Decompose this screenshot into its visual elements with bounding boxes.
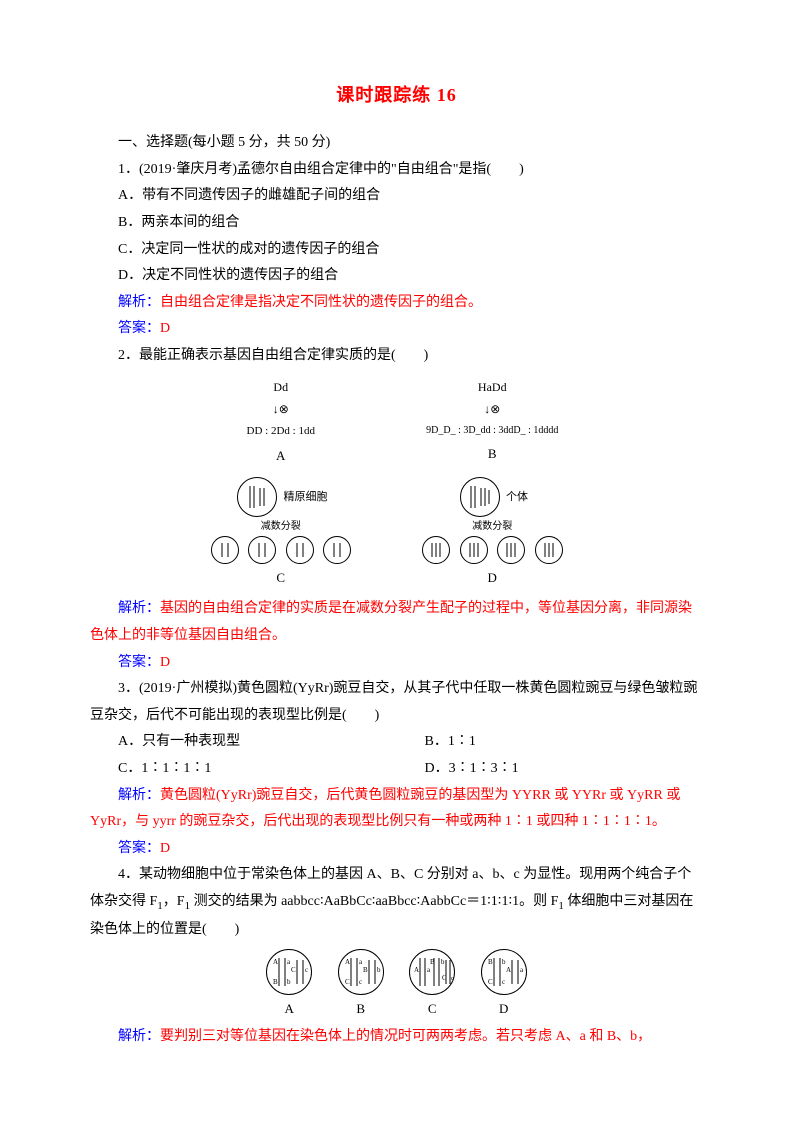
figA-line2: ↓⊗ xyxy=(201,398,361,421)
svg-text:C: C xyxy=(291,966,296,974)
q1-optB: B．两亲本间的组合 xyxy=(90,210,703,237)
figB-label: B xyxy=(392,442,592,467)
svg-text:c: c xyxy=(451,976,454,982)
svg-text:a: a xyxy=(427,966,431,974)
gamete-icon xyxy=(248,536,276,564)
svg-text:C: C xyxy=(442,974,447,982)
svg-text:b: b xyxy=(502,958,506,966)
svg-text:B: B xyxy=(273,978,278,986)
q1-optD: D．决定不同性状的遗传因子的组合 xyxy=(90,263,703,290)
svg-text:A: A xyxy=(273,958,278,966)
q4-stem-b: ，F xyxy=(163,894,185,909)
figC-label: C xyxy=(201,566,361,591)
figD-mid-text: 减数分裂 xyxy=(392,517,592,536)
gamete-icon xyxy=(211,536,239,564)
svg-text:A: A xyxy=(414,966,419,974)
q3-optB: B．1∶1 xyxy=(397,729,704,756)
q4-stem-c: 测交的结果为 aabbcc∶AaBbCc∶aaBbcc∶AabbCc＝1∶1∶1… xyxy=(190,894,558,909)
figA-line1: Dd xyxy=(201,376,361,399)
figC-top-text: 精原细胞 xyxy=(284,491,328,503)
q3-stem: 3．(2019·广州模拟)黄色圆粒(YyRr)豌豆自交，从其子代中任取一株黄色圆… xyxy=(90,676,703,729)
chromosome-diagram-icon: B C b c A a xyxy=(481,949,527,995)
answer-label: 答案： xyxy=(118,655,160,670)
figD-label: D xyxy=(392,566,592,591)
gamete-icon xyxy=(323,536,351,564)
figB-line3: 9D_D_ : 3D_dd : 3ddD_ : 1dddd xyxy=(392,421,592,440)
q2-analysis: 解析：基因的自由组合定律的实质是在减数分裂产生配子的过程中，等位基因分离，非同源… xyxy=(90,596,703,649)
q1-analysis: 解析：自由组合定律是指决定不同性状的遗传因子的组合。 xyxy=(90,290,703,317)
q4-fig-labelB: B xyxy=(335,997,387,1022)
q4-figure: AB ab C c A AC ac B b B xyxy=(90,949,703,1024)
analysis-label: 解析： xyxy=(118,1029,160,1044)
figA-label: A xyxy=(201,444,361,469)
gamete-icon xyxy=(497,536,525,564)
q3-optD: D．3∶1∶3∶1 xyxy=(397,756,704,783)
figA-line3: DD : 2Dd : 1dd xyxy=(201,421,361,442)
answer-label: 答案： xyxy=(118,321,160,336)
gamete-icon xyxy=(460,536,488,564)
svg-text:A: A xyxy=(506,966,511,974)
q4-analysis: 解析：要判别三对等位基因在染色体上的情况时可两两考虑。若只考虑 A、a 和 B、… xyxy=(90,1024,703,1051)
q4-fig-labelD: D xyxy=(478,997,530,1022)
q3-opts-row1: A．只有一种表现型 B．1∶1 xyxy=(90,729,703,756)
analysis-label: 解析： xyxy=(118,295,160,310)
chromosome-diagram-icon: A a B b C c xyxy=(409,949,455,995)
q3-analysis: 解析：黄色圆粒(YyRr)豌豆自交，后代黄色圆粒豌豆的基因型为 YYRR 或 Y… xyxy=(90,783,703,836)
q3-optA: A．只有一种表现型 xyxy=(90,729,397,756)
q4-stem: 4．某动物细胞中位于常染色体上的基因 A、B、C 分别对 a、b、c 为显性。现… xyxy=(90,862,703,943)
analysis-text: 基因的自由组合定律的实质是在减数分裂产生配子的过程中，等位基因分离，非同源染色体… xyxy=(90,601,692,643)
chromosome-diagram-icon: A B a b C c xyxy=(266,949,312,995)
cell-icon xyxy=(460,477,500,517)
q4-fig-labelA: A xyxy=(263,997,315,1022)
svg-text:B: B xyxy=(488,958,493,966)
analysis-text: 要判别三对等位基因在染色体上的情况时可两两考虑。若只考虑 A、a 和 B、b， xyxy=(160,1029,651,1044)
svg-text:C: C xyxy=(345,978,350,986)
analysis-text: 自由组合定律是指决定不同性状的遗传因子的组合。 xyxy=(160,295,482,310)
answer-value: D xyxy=(160,321,170,336)
answer-value: D xyxy=(160,841,170,856)
svg-text:a: a xyxy=(520,966,524,974)
q1-optC: C．决定同一性状的成对的遗传因子的组合 xyxy=(90,237,703,264)
analysis-label: 解析： xyxy=(118,601,160,616)
svg-text:C: C xyxy=(488,978,493,986)
svg-text:c: c xyxy=(359,978,362,986)
analysis-label: 解析： xyxy=(118,788,160,803)
q2-answer: 答案：D xyxy=(90,650,703,677)
analysis-text: 黄色圆粒(YyRr)豌豆自交，后代黄色圆粒豌豆的基因型为 YYRR 或 YYRr… xyxy=(90,788,680,830)
q1-optA: A．带有不同遗传因子的雌雄配子间的组合 xyxy=(90,183,703,210)
chromosome-diagram-icon: A C a c B b xyxy=(338,949,384,995)
svg-text:B: B xyxy=(363,966,368,974)
svg-text:b: b xyxy=(441,958,445,966)
q3-optC: C．1∶1∶1∶1 xyxy=(90,756,397,783)
page-title: 课时跟踪练 16 xyxy=(90,78,703,112)
svg-text:A: A xyxy=(345,958,350,966)
svg-text:c: c xyxy=(502,978,505,986)
q4-fig-labelC: C xyxy=(406,997,458,1022)
gamete-icon xyxy=(535,536,563,564)
gamete-icon xyxy=(422,536,450,564)
svg-text:c: c xyxy=(305,966,308,974)
worksheet-page: 课时跟踪练 16 一、选择题(每小题 5 分，共 50 分) 1．(2019·肇… xyxy=(0,0,793,1122)
svg-text:b: b xyxy=(377,966,381,974)
q3-opts-row2: C．1∶1∶1∶1 D．3∶1∶3∶1 xyxy=(90,756,703,783)
svg-text:B: B xyxy=(430,958,435,966)
figD-top-text: 个体 xyxy=(506,491,528,503)
figB-line2: ↓⊗ xyxy=(392,398,592,421)
q3-answer: 答案：D xyxy=(90,836,703,863)
gamete-icon xyxy=(286,536,314,564)
figC-mid-text: 减数分裂 xyxy=(201,517,361,536)
q1-stem: 1．(2019·肇庆月考)孟德尔自由组合定律中的"自由组合"是指( ) xyxy=(90,157,703,184)
svg-text:a: a xyxy=(287,958,291,966)
section-head: 一、选择题(每小题 5 分，共 50 分) xyxy=(90,130,703,157)
answer-label: 答案： xyxy=(118,841,160,856)
svg-text:b: b xyxy=(287,978,291,986)
q2-figure: Dd ↓⊗ DD : 2Dd : 1dd A HaDd ↓⊗ 9D_D_ : 3… xyxy=(90,376,703,591)
cell-icon xyxy=(237,477,277,517)
figB-line1: HaDd xyxy=(392,376,592,399)
answer-value: D xyxy=(160,655,170,670)
svg-text:a: a xyxy=(359,958,363,966)
q2-stem: 2．最能正确表示基因自由组合定律实质的是( ) xyxy=(90,343,703,370)
q1-answer: 答案：D xyxy=(90,316,703,343)
